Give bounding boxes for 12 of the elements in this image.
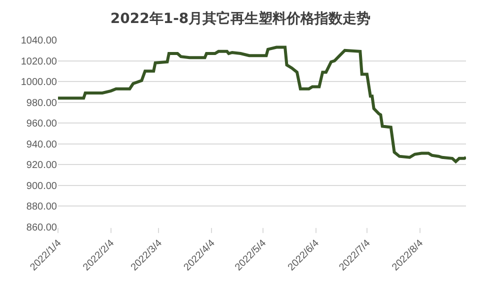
y-tick-label: 940.00 bbox=[26, 139, 58, 150]
y-tick-label: 980.00 bbox=[26, 98, 58, 109]
line-series bbox=[58, 46, 466, 164]
y-tick-label: 1020.00 bbox=[20, 56, 58, 68]
y-tick-label: 900.00 bbox=[26, 180, 58, 192]
y-tick-label: 880.00 bbox=[26, 202, 58, 213]
chart-title: 2022年1-8月其它再生塑料价格指数走势 bbox=[110, 10, 371, 27]
y-tick-label: 860.00 bbox=[26, 222, 58, 234]
y-tick-label: 1000.00 bbox=[20, 77, 58, 88]
y-tick-label: 920.00 bbox=[26, 160, 58, 172]
y-tick-label: 960.00 bbox=[26, 118, 58, 130]
y-tick-label: 1040.00 bbox=[20, 36, 58, 46]
